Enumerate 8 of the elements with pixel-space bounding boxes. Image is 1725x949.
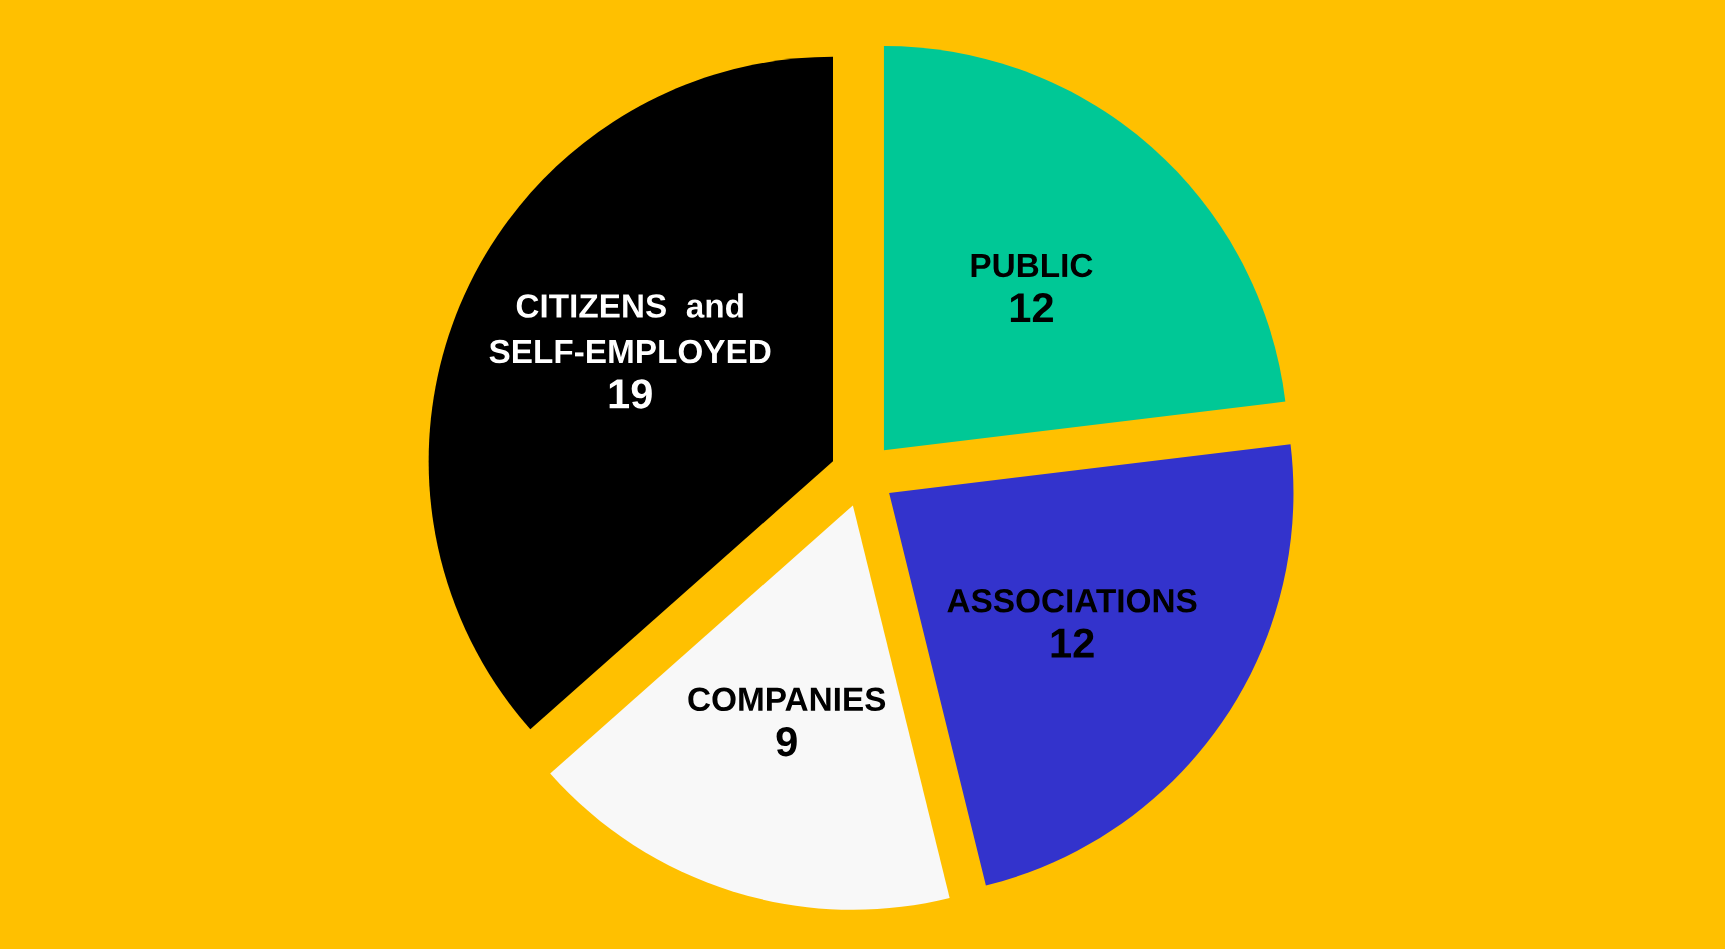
data-label: 9 — [776, 726, 797, 757]
data-label: 12 — [1010, 293, 1053, 323]
data-label: 19 — [609, 379, 652, 409]
slice-label: COMPANIES — [688, 687, 886, 712]
slice-label: PUBLIC — [971, 253, 1093, 278]
slice-label: CITIZENS and SELF-EMPLOYED — [489, 293, 771, 364]
slice-label: ASSOCIATIONS — [947, 589, 1197, 613]
data-label: 12 — [1051, 628, 1094, 658]
